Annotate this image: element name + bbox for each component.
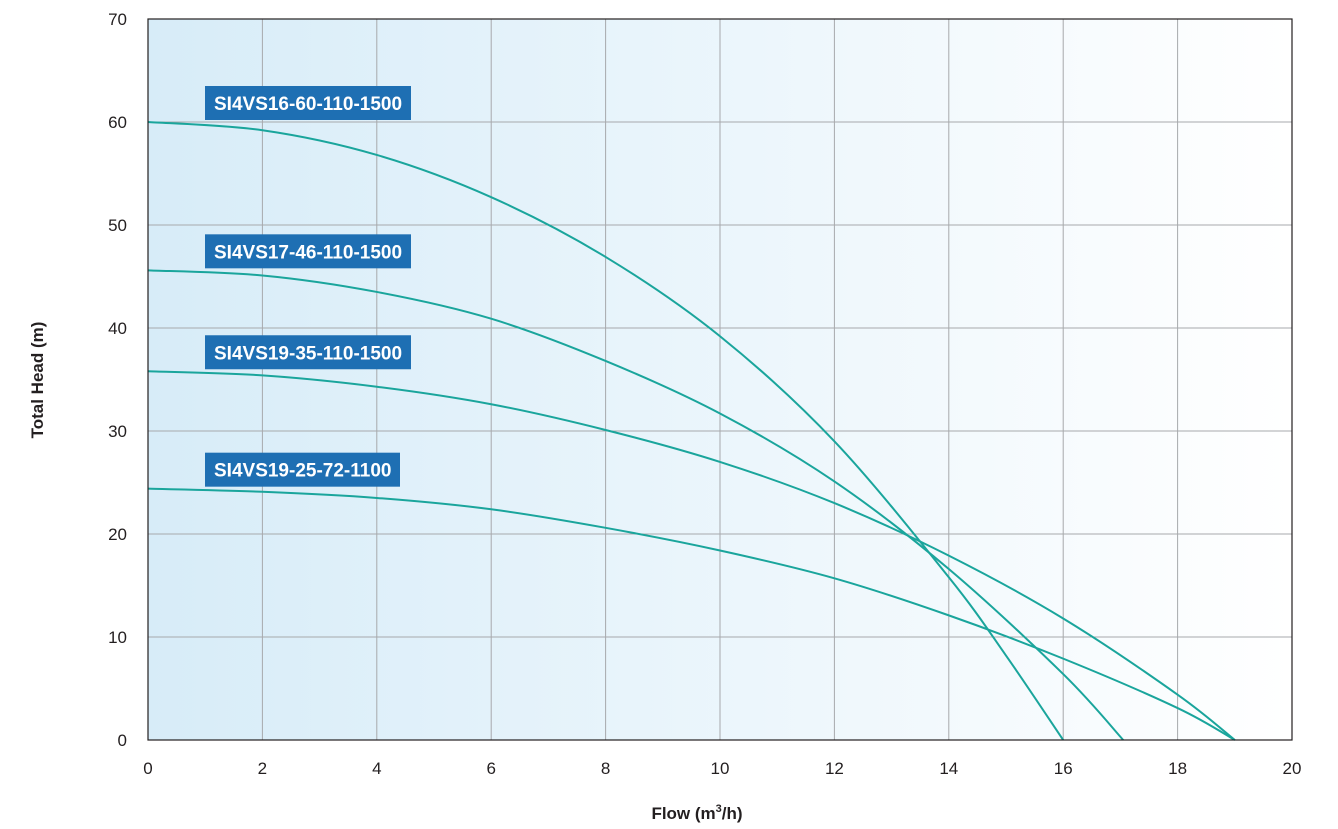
x-tick-label: 10 [711,759,730,778]
x-tick-label: 2 [258,759,267,778]
y-axis-title: Total Head (m) [28,322,47,439]
curves [147,121,1236,741]
x-tick-label: 0 [143,759,152,778]
x-tick-labels: 0 2 4 6 8 10 12 14 16 18 20 [143,759,1301,778]
x-tick-label: 6 [486,759,495,778]
y-tick-label: 0 [118,731,127,750]
curve-label-si4vs19-25-72-1100: SI4VS19-25-72-1100 [205,452,400,487]
x-tick-label: 20 [1283,759,1302,778]
x-tick-label: 12 [825,759,844,778]
x-axis-title: Flow (m3/h) [651,803,742,823]
y-tick-label: 20 [108,525,127,544]
curve-si4vs16-60-110-1500 [147,121,1065,741]
curve-si4vs19-25-72-1100 [147,487,1236,741]
label-text: SI4VS19-35-110-1500 [214,343,402,364]
x-tick-label: 8 [601,759,610,778]
x-tick-label: 4 [372,759,381,778]
curve-si4vs19-35-110-1500 [147,370,1236,741]
label-text: SI4VS17-46-110-1500 [214,242,402,263]
y-tick-label: 30 [108,422,127,441]
label-box [205,86,411,120]
label-box [205,335,411,370]
y-tick-label: 60 [108,113,127,132]
y-tick-label: 70 [108,10,127,29]
curve-label-si4vs19-35-110-1500: SI4VS19-35-110-1500 [205,335,411,370]
curve-si4vs17-46-110-1500 [147,269,1124,741]
y-tick-labels: 0 10 20 30 40 50 60 70 [108,10,127,750]
x-tick-label: 18 [1168,759,1187,778]
y-tick-label: 40 [108,319,127,338]
label-box [205,234,411,269]
x-tick-label: 16 [1054,759,1073,778]
label-text: SI4VS19-25-72-1100 [214,461,391,482]
y-tick-label: 10 [108,628,127,647]
curve-label-si4vs17-46-110-1500: SI4VS17-46-110-1500 [205,234,411,269]
label-box [205,452,400,487]
y-tick-label: 50 [108,216,127,235]
plot-frame [147,18,1293,741]
curve-label-si4vs16-60-110-1500: SI4VS16-60-110-1500 [205,86,411,120]
label-text: SI4VS16-60-110-1500 [214,94,402,115]
curve-labels: SI4VS16-60-110-1500 SI4VS17-46-110-1500 SI… [205,86,411,487]
x-tick-label: 14 [939,759,958,778]
